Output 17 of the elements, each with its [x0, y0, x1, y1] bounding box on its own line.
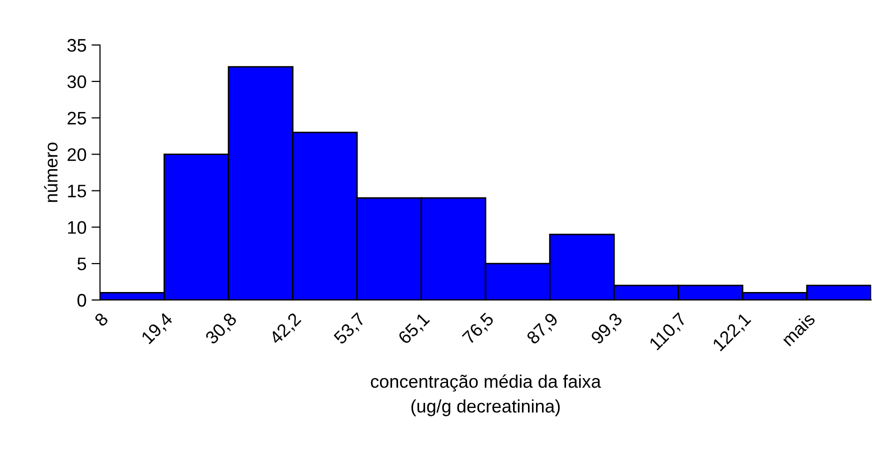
y-tick-label: 0 [77, 294, 86, 307]
x-tick-label: 99,3 [590, 312, 624, 346]
x-tick-label: 65,1 [397, 312, 432, 346]
y-tick-label: 25 [68, 112, 86, 125]
y-tick-label: 5 [77, 258, 86, 270]
y-axis-title: número [44, 142, 58, 202]
x-tick-label: 8 [94, 312, 109, 328]
y-tick-label: 30 [67, 75, 86, 88]
x-axis-title: concentração média da faixa (ug/g decreatinina) [370, 374, 601, 416]
y-tick-label: 35 [67, 38, 86, 52]
x-tick-label: 30,8 [204, 312, 239, 346]
x-tick-label: 87,9 [526, 312, 560, 346]
y-tick-label: 10 [68, 221, 86, 234]
x-tick-label: 76,5 [462, 312, 496, 346]
y-tick-label: 20 [68, 148, 86, 162]
y-tick-label: 15 [68, 184, 86, 198]
x-tick-label: 42,2 [268, 312, 304, 347]
